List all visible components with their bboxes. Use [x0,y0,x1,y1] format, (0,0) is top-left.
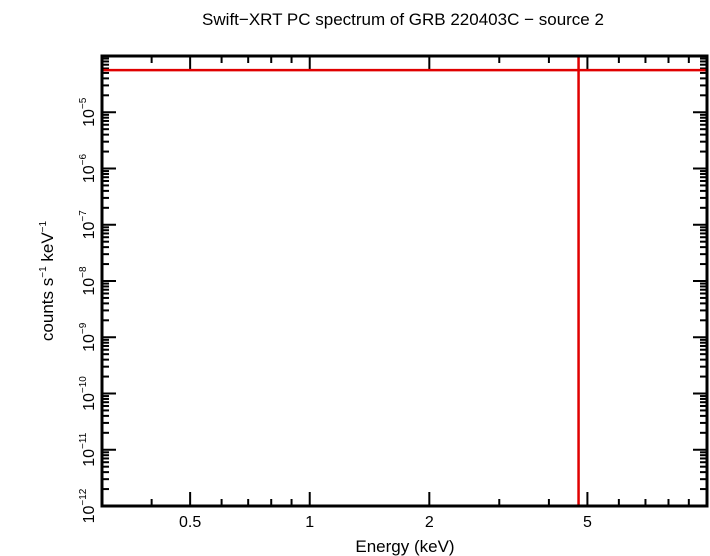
data-point [102,56,707,506]
svg-text:10−7: 10−7 [78,210,98,240]
chart-title: Swift−XRT PC spectrum of GRB 220403C − s… [202,10,604,29]
x-tick-label: 2 [425,514,434,531]
svg-text:10−6: 10−6 [78,153,98,183]
y-tick-label: 10−5 [78,97,98,127]
svg-text:10−8: 10−8 [78,266,98,296]
y-tick-label: 10−6 [78,153,98,183]
y-axis-ticks: 10−12 10−11 10−10 10−9 10−8 10−7 10−6 10−5 [78,57,707,523]
svg-text:10−9: 10−9 [78,322,98,352]
svg-text:10−5: 10−5 [78,97,98,127]
svg-text:10−10: 10−10 [78,376,98,411]
data-points [102,56,707,506]
y-tick-label: 10−8 [78,266,98,296]
plot-frame [100,54,709,508]
svg-text:10−12: 10−12 [78,488,98,523]
y-axis-label: counts s−1 keV−1 [38,220,57,341]
y-tick-label: 10−11 [78,432,98,466]
y-tick-label: 10−12 [78,488,98,523]
y-tick-label: 10−10 [78,376,98,411]
y-tick-label: 10−7 [78,210,98,240]
svg-text:10−11: 10−11 [78,432,98,466]
x-tick-label: 0.5 [179,514,201,531]
x-axis-ticks: 0.5 1 2 5 [101,56,708,531]
y-tick-label: 10−9 [78,322,98,352]
x-tick-label: 1 [305,514,314,531]
x-axis-label: Energy (keV) [355,537,454,556]
x-tick-label: 5 [583,514,592,531]
